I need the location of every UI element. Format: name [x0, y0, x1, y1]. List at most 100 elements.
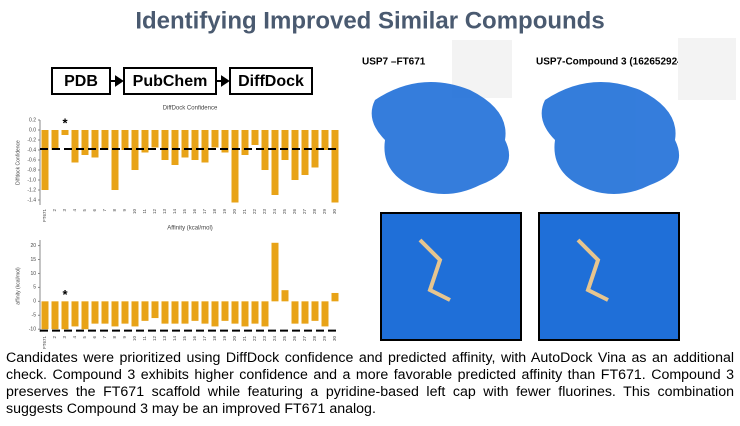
x-tick-label: 22 [252, 336, 257, 342]
flow-box [51, 67, 111, 95]
x-tick-label: 8 [112, 209, 117, 212]
bar [161, 301, 169, 324]
slide-graphics: Identifying Improved Similar Compounds P… [15, 7, 736, 350]
protein-image [371, 82, 680, 194]
x-tick-label: 21 [242, 209, 247, 215]
bar [191, 301, 199, 321]
x-tick-label: 4 [72, 336, 77, 339]
x-tick-label: 2 [52, 336, 57, 339]
y-tick-label: 5 [33, 285, 36, 291]
x-tick-label: FT671 [42, 336, 47, 350]
bar [251, 301, 259, 324]
bar [121, 301, 129, 324]
x-tick-label: 5 [82, 209, 87, 212]
structure-label: USP7 –FT671 [362, 57, 426, 68]
x-tick-label: 16 [192, 336, 197, 342]
bar [81, 301, 89, 330]
x-tick-label: 12 [152, 209, 157, 215]
x-tick-label: 11 [142, 209, 147, 214]
x-tick-label: 9 [122, 209, 127, 212]
bar [281, 290, 289, 302]
y-tick-label: 0.2 [29, 117, 36, 123]
bar [91, 130, 99, 158]
x-tick-label: 19 [222, 336, 227, 342]
y-tick-label: -0.2 [27, 137, 36, 143]
bar [291, 130, 299, 180]
x-tick-label: 3 [62, 209, 67, 212]
x-tick-label: 19 [222, 209, 227, 215]
binding-site-image [538, 212, 680, 341]
bar [71, 130, 79, 163]
x-tick-label: 30 [332, 209, 337, 215]
bar [311, 130, 319, 168]
bar [101, 130, 109, 150]
bar [161, 130, 169, 160]
x-tick-label: 14 [172, 209, 177, 215]
x-tick-label: 8 [112, 336, 117, 339]
bar [181, 130, 189, 158]
bar [131, 130, 139, 170]
x-tick-label: 15 [182, 209, 187, 215]
x-tick-label: 25 [282, 336, 287, 342]
x-tick-label: 28 [312, 336, 317, 342]
bar [71, 301, 79, 327]
bar [221, 301, 229, 321]
flow-box [229, 67, 313, 95]
x-tick-label: 15 [182, 336, 187, 342]
bar [41, 130, 49, 190]
bar [121, 130, 129, 150]
bar [331, 292, 339, 302]
bar [111, 130, 119, 190]
x-tick-label: 17 [202, 336, 207, 342]
x-tick-label: 29 [322, 209, 327, 215]
bar [271, 130, 279, 195]
y-tick-label: -1.0 [27, 177, 36, 183]
x-tick-label: 17 [202, 209, 207, 215]
x-tick-label: 24 [272, 336, 277, 342]
annotation: * [62, 115, 68, 130]
bar [51, 301, 59, 330]
bar [321, 301, 329, 327]
x-tick-label: 7 [102, 209, 107, 212]
bar [171, 301, 179, 324]
caption: Candidates were prioritized using DiffDo… [6, 350, 734, 417]
bar [191, 130, 199, 160]
flow-node: PDB [64, 73, 98, 90]
flow-arrow [110, 75, 230, 87]
x-tick-label: 20 [232, 209, 237, 215]
bar [301, 301, 309, 324]
x-tick-label: 16 [192, 209, 197, 215]
ligand-image [678, 38, 736, 100]
x-tick-label: 25 [282, 209, 287, 215]
x-tick-label: FT671 [42, 209, 47, 223]
bar [281, 130, 289, 160]
x-tick-label: 30 [332, 336, 337, 342]
y-tick-label: 0 [33, 299, 36, 305]
y-tick-label: -0.8 [27, 167, 36, 173]
flow-node: PubChem [133, 73, 208, 90]
bar [211, 301, 219, 327]
bar [41, 301, 49, 330]
bar [201, 130, 209, 163]
x-tick-label: 4 [72, 209, 77, 212]
x-tick-label: 18 [212, 209, 217, 215]
bar [131, 301, 139, 327]
x-tick-label: 27 [302, 336, 307, 342]
bar [231, 130, 239, 203]
x-tick-label: 21 [242, 336, 247, 342]
x-tick-label: 6 [92, 209, 97, 212]
x-tick-label: 22 [252, 209, 257, 215]
x-tick-label: 11 [142, 336, 147, 341]
slide-title: Identifying Improved Similar Compounds [135, 7, 604, 34]
chart-title: DiffDock Confidence [163, 106, 218, 112]
ligand-sticks [418, 238, 609, 302]
x-tick-label: 29 [322, 336, 327, 342]
bar [311, 301, 319, 321]
bar [331, 130, 339, 203]
bar [141, 301, 149, 321]
bar [81, 130, 89, 155]
bar [61, 301, 69, 330]
bar [241, 130, 249, 155]
bar [221, 130, 229, 153]
